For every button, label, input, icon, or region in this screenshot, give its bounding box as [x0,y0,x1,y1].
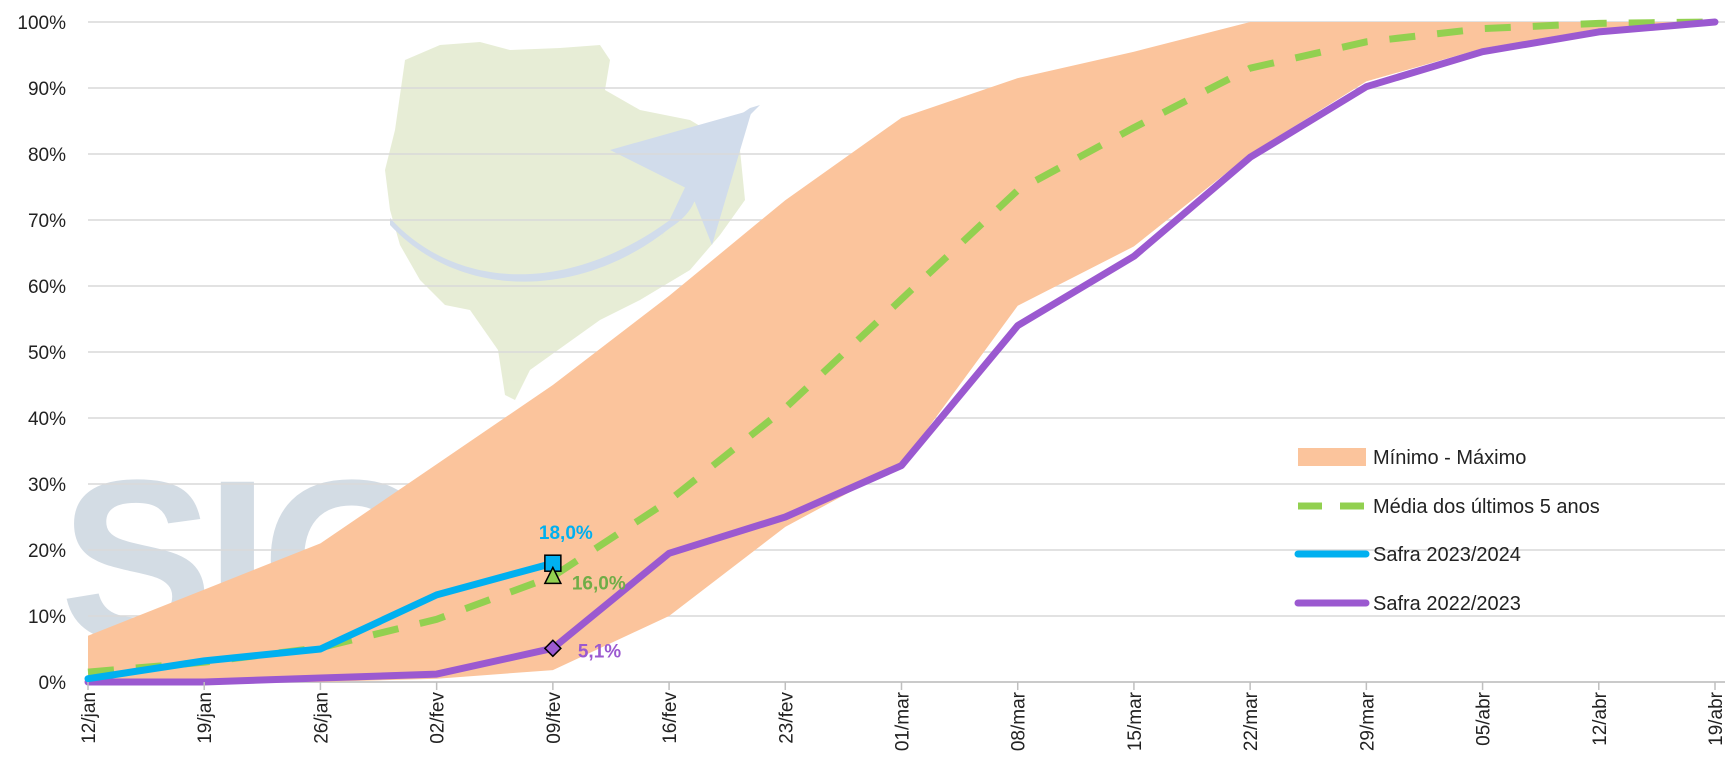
y-tick-label: 80% [28,145,66,166]
x-tick-label: 12/jan [79,692,100,744]
y-tick-label: 50% [28,343,66,364]
x-tick-label: 26/jan [311,692,332,744]
legend-label: Média dos últimos 5 anos [1373,496,1600,518]
y-tick-label: 70% [28,211,66,232]
data-label: 18,0% [539,523,593,544]
x-tick-label: 19/abr [1706,691,1727,746]
min-max-band [88,22,1715,682]
data-label: 5,1% [578,641,621,662]
y-tick-label: 20% [28,541,66,562]
x-tick-label: 29/mar [1357,691,1378,751]
y-tick-label: 40% [28,409,66,430]
watermark-map-shape [385,42,745,400]
x-tick-label: 23/fev [776,692,797,744]
x-tick-label: 16/fev [660,692,681,744]
watermark-arrow-shape [390,105,760,282]
series-line-safra-2022-2023 [84,18,1719,686]
y-tick-label: 10% [28,607,66,628]
x-tick-label: 08/mar [1009,691,1030,751]
legend-label: Safra 2023/2024 [1373,544,1521,566]
y-tick-label: 0% [39,673,67,694]
min-max-band-layer [88,22,1715,682]
legend-label: Mínimo - Máximo [1373,447,1526,469]
y-axis-ticks: 0% 10% 20% 30% 40% 50% 60% 70% 80% 90% 100% [17,13,66,694]
legend-swatch-band [1298,448,1366,466]
legend: Mínimo - Máximo Média dos últimos 5 anos S… [1294,447,1600,615]
series-line-safra-2023-2024 [84,559,557,683]
x-tick-label: 12/abr [1590,691,1611,746]
legend-label: Safra 2022/2023 [1373,593,1521,615]
y-tick-label: 60% [28,277,66,298]
watermark-arrow-head [610,110,752,245]
x-tick-label: 15/mar [1125,691,1146,751]
x-tick-label: 02/fev [428,692,449,744]
x-tick-label: 19/jan [195,692,216,744]
y-tick-label: 100% [17,13,66,34]
y-tick-label: 90% [28,79,66,100]
x-axis-ticks: 12/jan 19/jan 26/jan 02/fev 09/fev 16/fev 23/f… [79,682,1727,751]
y-tick-label: 30% [28,475,66,496]
x-tick-label: 09/fev [544,692,565,744]
marker-triangle-media [543,565,563,585]
series-lines-layer [84,18,1719,686]
data-labels: 18,0% 16,0% 5,1% [539,523,626,662]
data-label: 16,0% [572,573,626,594]
marker-diamond-safra-2022-2023 [543,639,562,658]
x-tick-label: 05/abr [1474,691,1495,746]
series-line-media-5-anos [87,18,1716,676]
x-tick-label: 01/mar [893,691,914,751]
markers-layer [543,554,563,658]
x-tick-label: 22/mar [1241,691,1262,751]
